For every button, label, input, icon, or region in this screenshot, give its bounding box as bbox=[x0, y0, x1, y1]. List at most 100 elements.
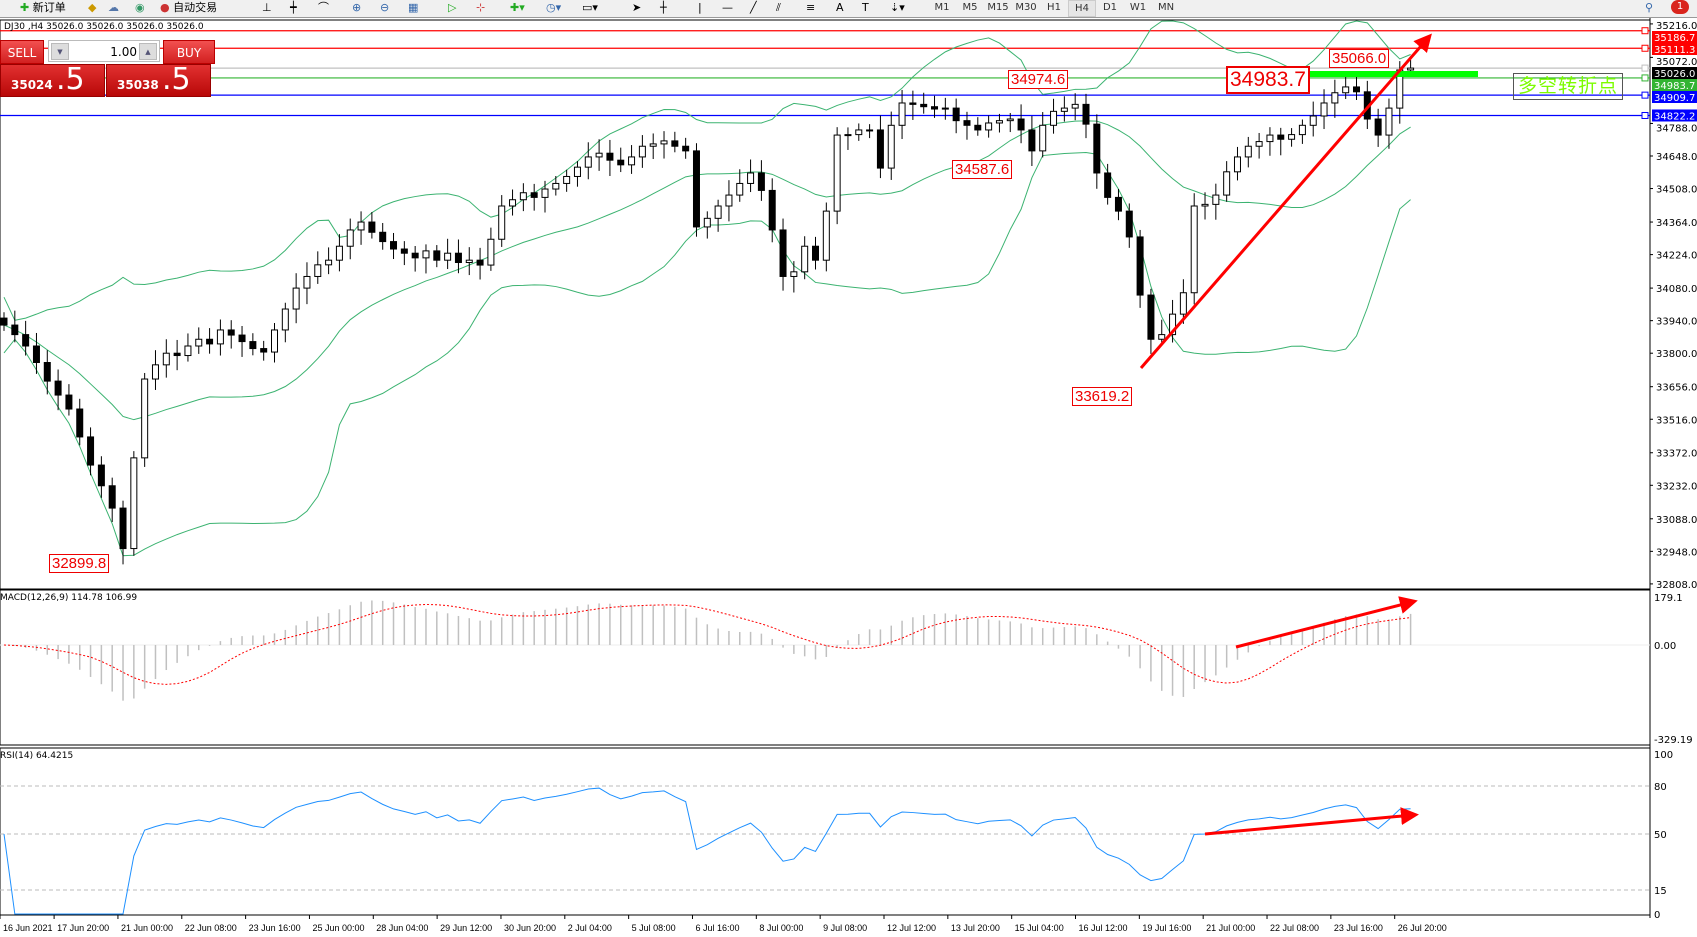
bullish-candle-body bbox=[1039, 124, 1047, 152]
line-chart-icon[interactable]: ⌒ bbox=[318, 1, 329, 14]
signal-icon[interactable]: ◉ bbox=[135, 1, 145, 14]
lot-size-field[interactable]: ▼ 1.00 ▲ bbox=[48, 40, 160, 62]
price-tick-label: 33800.0 bbox=[1656, 349, 1697, 360]
equidistant-channel-icon[interactable]: ⫽ bbox=[776, 1, 781, 14]
bar-chart-icon[interactable]: ⊥ bbox=[262, 1, 272, 14]
price-annotation[interactable]: 34587.6 bbox=[952, 160, 1013, 179]
timeframe-h4[interactable]: H4 bbox=[1068, 0, 1096, 17]
timeframe-mn[interactable]: MN bbox=[1157, 2, 1175, 13]
candle bbox=[1158, 319, 1166, 346]
price-annotation[interactable]: 34974.6 bbox=[1008, 70, 1069, 89]
bearish-candle-body bbox=[1093, 123, 1101, 174]
candle bbox=[1320, 89, 1328, 130]
price-tick-label: 34364.0 bbox=[1656, 218, 1697, 229]
candle bbox=[682, 137, 690, 159]
candle bbox=[1093, 114, 1101, 189]
timeframe-w1[interactable]: W1 bbox=[1129, 2, 1147, 13]
bullish-candle-body bbox=[162, 352, 170, 366]
candle bbox=[1298, 119, 1306, 144]
timeframe-m15[interactable]: M15 bbox=[987, 2, 1009, 13]
timeframe-m1[interactable]: M1 bbox=[934, 2, 950, 13]
time-label: 21 Jun 00:00 bbox=[121, 923, 173, 933]
price-line-label-bg bbox=[1652, 91, 1697, 103]
fibonacci-icon[interactable]: ≡ bbox=[806, 1, 816, 14]
price-annotation[interactable]: 35066.0 bbox=[1329, 49, 1390, 68]
zoom-out-icon[interactable]: ⊖ bbox=[380, 1, 390, 14]
tile-windows-icon[interactable]: ▦ bbox=[408, 1, 419, 14]
lot-decrease-button[interactable]: ▼ bbox=[51, 43, 69, 60]
price-line-label-bg bbox=[1652, 43, 1697, 55]
chart-canvas[interactable]: 35216.035186.735111.335072.035026.034983… bbox=[0, 18, 1697, 937]
crosshair-icon[interactable]: ┼ bbox=[660, 1, 667, 14]
sell-price-button[interactable]: 35024.5 bbox=[0, 64, 105, 97]
time-label: 22 Jul 08:00 bbox=[1270, 923, 1319, 933]
horizontal-line-icon[interactable]: — bbox=[722, 1, 733, 14]
timeframe-m30[interactable]: M30 bbox=[1015, 2, 1037, 13]
navigator-icon[interactable]: ☁ bbox=[108, 1, 119, 14]
bearish-candle-body bbox=[0, 317, 8, 326]
arrows-icon[interactable]: ⇣▾ bbox=[890, 1, 905, 14]
candle bbox=[736, 169, 744, 202]
bearish-candle-body bbox=[909, 102, 917, 105]
candle bbox=[757, 160, 765, 201]
indicators-icon[interactable]: ✚▾ bbox=[510, 1, 525, 14]
bearish-candle-body bbox=[1114, 196, 1122, 212]
timeframe-h1[interactable]: H1 bbox=[1047, 2, 1061, 13]
lot-size-value[interactable]: 1.00 bbox=[110, 45, 137, 59]
candle bbox=[1060, 96, 1068, 122]
bullish-candle-body bbox=[833, 134, 841, 212]
bullish-candle-body bbox=[790, 271, 798, 277]
macd-label: MACD(12,26,9) 114.78 106.99 bbox=[0, 593, 138, 603]
bullish-candle-body bbox=[747, 172, 755, 184]
bullish-candle-body bbox=[563, 175, 571, 184]
chart-shift-icon[interactable]: ⊹ bbox=[476, 1, 486, 14]
bearish-candle-body bbox=[876, 129, 884, 169]
candle bbox=[660, 131, 668, 159]
timeframe-m5[interactable]: M5 bbox=[962, 2, 978, 13]
buy-price-button[interactable]: 35038.5 bbox=[106, 64, 211, 97]
timeframe-d1[interactable]: D1 bbox=[1102, 2, 1118, 13]
candle bbox=[941, 97, 949, 120]
bearish-candle-body bbox=[32, 345, 40, 364]
bearish-candle-body bbox=[1277, 134, 1285, 140]
new-order-button[interactable]: ✚ 新订单 bbox=[20, 1, 66, 14]
price-annotation[interactable]: 33619.2 bbox=[1072, 387, 1133, 406]
market-watch-icon[interactable]: ◆ bbox=[88, 1, 97, 14]
candle bbox=[931, 95, 939, 118]
candle bbox=[1082, 93, 1090, 139]
auto-trading-button[interactable]: ● 自动交易 bbox=[160, 1, 218, 14]
lot-increase-button[interactable]: ▲ bbox=[139, 43, 157, 60]
text-label-icon[interactable]: T bbox=[862, 1, 869, 14]
notification-badge[interactable]: 1 bbox=[1671, 0, 1689, 14]
bearish-candle-body bbox=[1082, 103, 1090, 125]
cursor-icon[interactable]: ➤ bbox=[632, 1, 642, 14]
trendline-icon[interactable]: ╱ bbox=[750, 1, 757, 14]
candle bbox=[1244, 136, 1252, 168]
bollinger-upper-band bbox=[3, 20, 1411, 321]
line-handle bbox=[1641, 111, 1649, 119]
bullish-candle-body bbox=[498, 205, 506, 240]
autoscroll-icon[interactable]: ▷ bbox=[448, 1, 457, 14]
search-icon[interactable]: ⚲ bbox=[1645, 1, 1654, 14]
text-icon[interactable]: A bbox=[836, 1, 844, 14]
bullish-candle-body bbox=[1244, 145, 1252, 158]
bearish-candle-body bbox=[779, 229, 787, 277]
bullish-candle-body bbox=[595, 152, 603, 158]
bullish-candle-body bbox=[1212, 194, 1220, 205]
price-annotation[interactable]: 34983.7 bbox=[1226, 66, 1310, 94]
turn-point-label[interactable]: 多空转折点 bbox=[1513, 73, 1623, 100]
templates-icon[interactable]: ▭▾ bbox=[582, 1, 598, 14]
vertical-line-icon[interactable]: | bbox=[698, 1, 702, 14]
bearish-candle-body bbox=[173, 352, 181, 357]
candle bbox=[898, 89, 906, 140]
candlestick-icon[interactable]: ┿ bbox=[290, 1, 297, 14]
candle bbox=[227, 320, 235, 349]
time-label: 23 Jun 16:00 bbox=[249, 923, 301, 933]
price-annotation[interactable]: 32899.8 bbox=[49, 554, 110, 573]
time-label: 5 Jul 08:00 bbox=[632, 923, 676, 933]
periods-icon[interactable]: ◷▾ bbox=[546, 1, 562, 14]
candle bbox=[876, 115, 884, 179]
sell-button[interactable]: SELL bbox=[0, 40, 44, 64]
buy-button[interactable]: BUY bbox=[163, 40, 215, 64]
zoom-in-icon[interactable]: ⊕ bbox=[352, 1, 362, 14]
